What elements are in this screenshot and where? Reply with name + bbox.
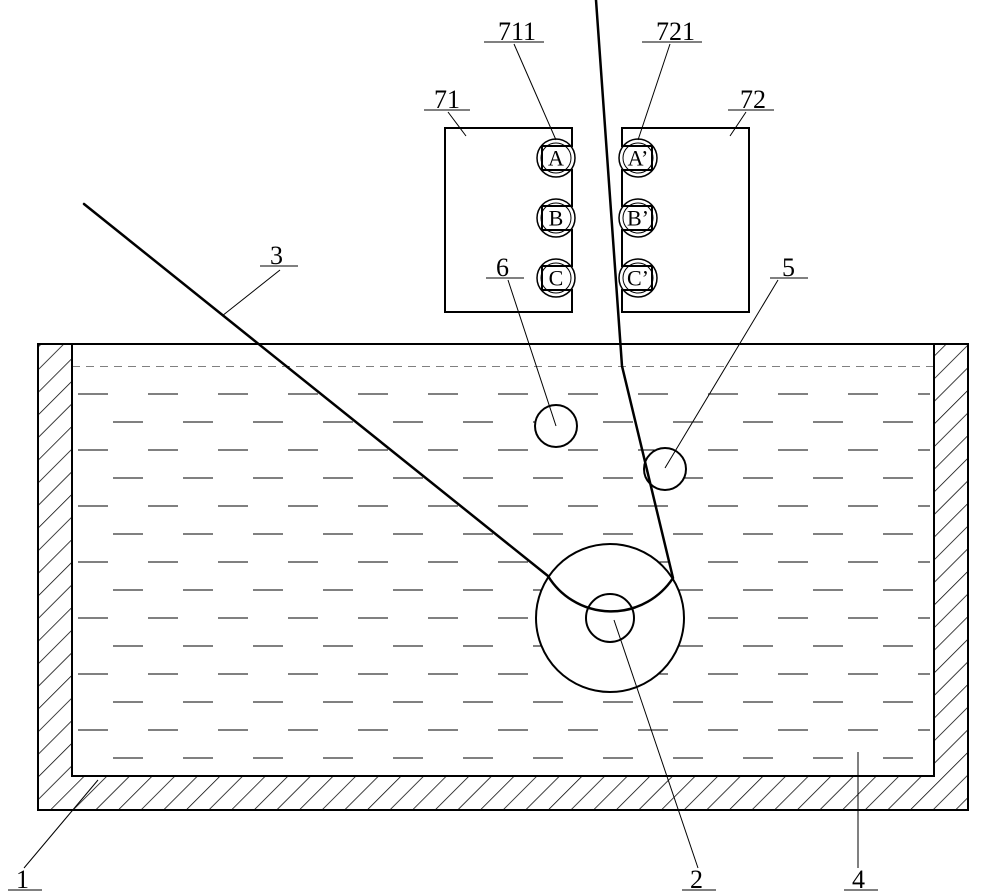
callout-leader-711 bbox=[514, 44, 556, 140]
scraper-left-roller-label-1: B bbox=[549, 206, 564, 231]
callout-label-6: 6 bbox=[496, 253, 509, 282]
callout-label-721: 721 bbox=[656, 17, 695, 46]
scraper-right-roller-label-1: B’ bbox=[627, 206, 649, 231]
callout-label-4: 4 bbox=[852, 865, 865, 894]
scraper-right-roller-label-0: A’ bbox=[628, 146, 649, 171]
tank bbox=[38, 344, 968, 810]
callout-leader-721 bbox=[638, 44, 670, 140]
scraper-left: A B C bbox=[445, 128, 575, 312]
scraper-left-roller-label-2: C bbox=[549, 266, 564, 291]
scraper-right: A’ B’ C’ bbox=[619, 128, 749, 312]
callout-label-71: 71 bbox=[434, 85, 460, 114]
liquid bbox=[72, 366, 934, 758]
scraper-right-roller-label-2: C’ bbox=[627, 266, 649, 291]
callout-label-711: 711 bbox=[498, 17, 536, 46]
callout-label-1: 1 bbox=[16, 865, 29, 894]
callout-leader-3 bbox=[222, 270, 280, 316]
scraper-left-roller-label-0: A bbox=[548, 146, 564, 171]
callout-label-2: 2 bbox=[690, 865, 703, 894]
main-roller bbox=[536, 544, 684, 692]
wire bbox=[84, 0, 673, 611]
callout-label-3: 3 bbox=[270, 241, 283, 270]
callout-label-72: 72 bbox=[740, 85, 766, 114]
callout-label-5: 5 bbox=[782, 253, 795, 282]
